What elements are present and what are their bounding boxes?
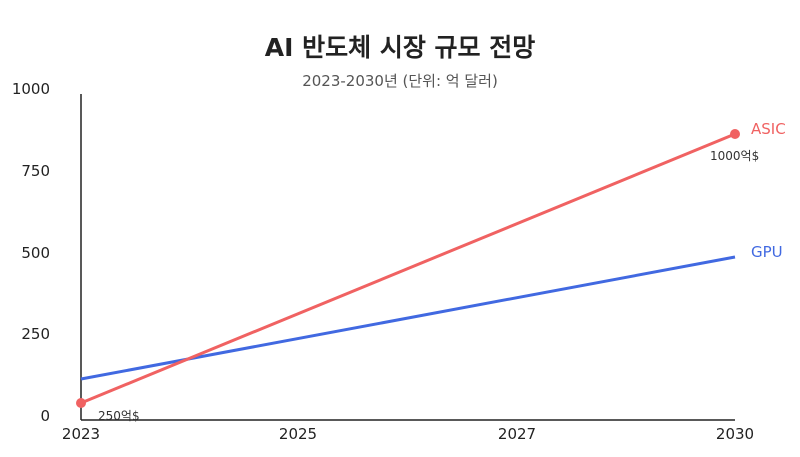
asic-line xyxy=(80,132,736,405)
asic-label: ASIC xyxy=(751,120,786,138)
y-tick-0: 0 xyxy=(40,407,50,425)
x-tick-2025: 2025 xyxy=(279,425,317,443)
gpu-label: GPU xyxy=(751,243,783,261)
y-tick-250: 250 xyxy=(21,325,50,343)
chart-subtitle: 2023-2030년 (단위: 억 달러) xyxy=(302,72,498,90)
x-tick-2027: 2027 xyxy=(498,425,536,443)
chart-title: AI 반도체 시장 규모 전망 xyxy=(264,33,536,62)
asic-start-marker xyxy=(76,398,86,408)
start-annotation: 250억$ xyxy=(98,409,140,423)
x-tick-2030: 2030 xyxy=(716,425,754,443)
gpu-line xyxy=(80,255,736,381)
end-annotation: 1000억$ xyxy=(710,149,759,163)
y-tick-750: 750 xyxy=(21,162,50,180)
asic-end-marker xyxy=(730,129,740,139)
y-tick-500: 500 xyxy=(21,244,50,262)
x-tick-2023: 2023 xyxy=(62,425,100,443)
y-tick-1000: 1000 xyxy=(12,80,50,98)
